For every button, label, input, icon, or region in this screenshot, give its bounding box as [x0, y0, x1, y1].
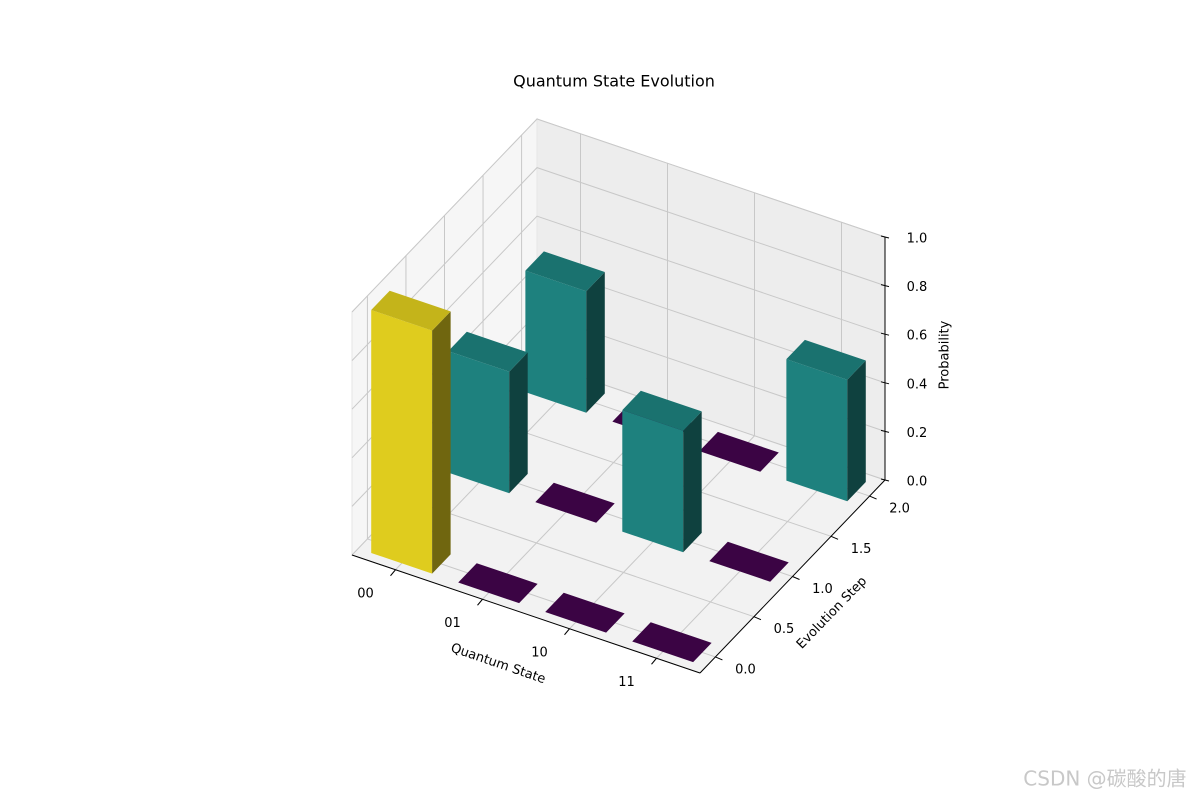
- y-tick: [869, 495, 877, 500]
- y-tick-label: 0.5: [774, 622, 795, 637]
- x-tick-label: 11: [618, 675, 635, 690]
- bar-front: [786, 359, 848, 502]
- grid-line: [351, 118, 886, 313]
- bar-top: [535, 482, 615, 523]
- y-tick-label: 1.0: [812, 582, 833, 597]
- y-tick-label: 0.0: [735, 662, 756, 677]
- y-tick: [792, 576, 800, 580]
- z-tick-label: 0.8: [907, 280, 928, 295]
- bar-side: [509, 352, 528, 494]
- bar-top: [786, 339, 866, 380]
- bar-top: [525, 251, 605, 292]
- bar-top: [448, 331, 528, 372]
- z-axis-label: Probability: [938, 320, 953, 389]
- y-tick: [715, 656, 723, 661]
- bar-side: [432, 311, 451, 574]
- x-tick-label: 01: [444, 616, 461, 631]
- z-tick: [880, 381, 890, 385]
- x-tick: [390, 569, 396, 577]
- bar-top: [632, 622, 712, 663]
- x-axis: [351, 554, 701, 674]
- y-tick-label: 2.0: [889, 502, 910, 517]
- x-tick-label: 00: [357, 586, 374, 601]
- z-tick-label: 0.6: [907, 329, 928, 344]
- bar-side: [847, 360, 866, 502]
- grid-line: [569, 192, 755, 630]
- bar-front: [622, 410, 684, 553]
- z-tick: [880, 235, 890, 239]
- x-tick-label: 10: [531, 645, 548, 660]
- z-tick: [880, 478, 890, 482]
- z-tick-label: 0.4: [907, 377, 928, 392]
- bar-top: [545, 592, 625, 633]
- z-tick: [880, 284, 890, 288]
- bar-front: [448, 351, 510, 494]
- bar-side: [683, 411, 702, 553]
- bar-top: [622, 390, 702, 431]
- z-tick-label: 0.0: [907, 475, 928, 490]
- x-tick: [564, 628, 570, 636]
- x-tick: [651, 657, 657, 665]
- z-tick: [880, 332, 890, 336]
- bar-front: [371, 309, 433, 574]
- bar-top: [709, 541, 789, 582]
- y-tick: [753, 616, 762, 621]
- bar-top: [458, 563, 538, 604]
- grid-line: [351, 167, 886, 361]
- z-tick-label: 1.0: [907, 232, 928, 247]
- chart-title: Quantum State Evolution: [513, 72, 715, 91]
- y-tick-label: 1.5: [851, 542, 872, 557]
- z-tick: [880, 429, 890, 433]
- bar-front: [525, 270, 587, 413]
- watermark: CSDN @碳酸的唐: [1023, 767, 1186, 791]
- bar-top: [699, 431, 779, 472]
- y-tick: [830, 535, 839, 540]
- bar-top: [371, 290, 451, 331]
- x-tick: [477, 598, 483, 606]
- bar-side: [586, 272, 605, 413]
- z-tick-label: 0.2: [907, 426, 928, 441]
